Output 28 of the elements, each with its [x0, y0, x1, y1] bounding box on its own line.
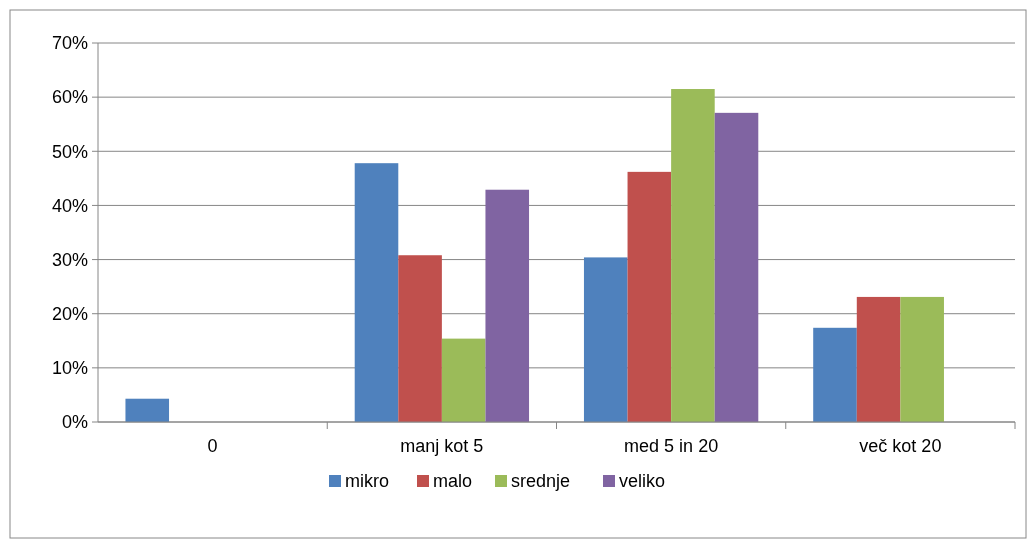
x-tick-label: 0 [207, 436, 218, 456]
bar [900, 296, 944, 422]
bar [627, 171, 672, 422]
bar [354, 163, 399, 422]
y-tick-label: 0% [61, 412, 88, 433]
y-tick-label: 10% [51, 358, 88, 379]
y-tick-label: 30% [51, 249, 88, 270]
y-tick-label: 50% [51, 141, 88, 162]
bar [671, 89, 715, 422]
x-tick-label: več kot 20 [859, 436, 942, 456]
bar [856, 296, 901, 422]
legend-label: malo [433, 471, 473, 492]
x-tick-label: manj kot 5 [400, 436, 484, 456]
bar [583, 257, 628, 422]
y-tick-label: 60% [51, 87, 88, 108]
bar [125, 398, 170, 422]
y-tick-label: 70% [51, 33, 88, 54]
x-tick-label: med 5 in 20 [624, 436, 719, 456]
bar [714, 112, 759, 422]
legend-label: srednje [511, 471, 571, 492]
y-tick-label: 20% [51, 304, 88, 325]
bar [813, 327, 857, 422]
bar [441, 338, 486, 422]
bar [398, 255, 442, 422]
y-tick-label: 40% [51, 195, 88, 216]
legend-label: mikro [345, 471, 389, 492]
legend-label: veliko [619, 471, 666, 492]
bar [485, 189, 530, 422]
